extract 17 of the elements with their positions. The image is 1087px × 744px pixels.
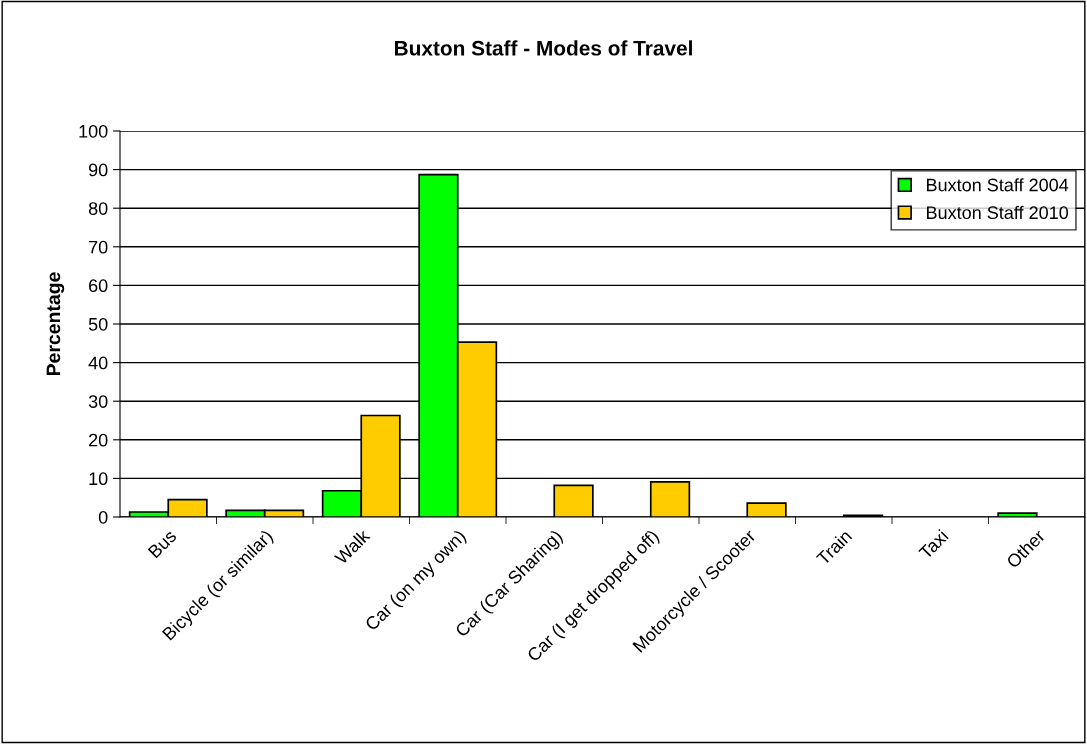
y-tick-label: 90 bbox=[88, 163, 108, 177]
y-tick-label: 20 bbox=[89, 433, 108, 447]
x-tick-label: Bus bbox=[147, 529, 178, 559]
y-axis-title: Percentage bbox=[46, 272, 65, 376]
y-tick-label: 80 bbox=[88, 202, 108, 215]
y-tick-label: 70 bbox=[89, 240, 108, 254]
chart-title: Buxton Staff - Modes of Travel bbox=[395, 40, 692, 56]
legend-label: Buxton Staff 2010 bbox=[927, 205, 1069, 220]
y-tick-label: 50 bbox=[88, 317, 108, 331]
y-tick-label: 0 bbox=[98, 510, 108, 524]
y-tick-label: 60 bbox=[89, 279, 108, 293]
y-tick-label: 100 bbox=[79, 124, 108, 138]
y-tick-label: 10 bbox=[89, 472, 108, 486]
y-tick-label: 40 bbox=[88, 356, 108, 370]
x-tick-label: Taxi bbox=[917, 528, 949, 560]
y-tick-label: 30 bbox=[88, 395, 108, 408]
legend-label: Buxton Staff 2004 bbox=[927, 178, 1069, 192]
